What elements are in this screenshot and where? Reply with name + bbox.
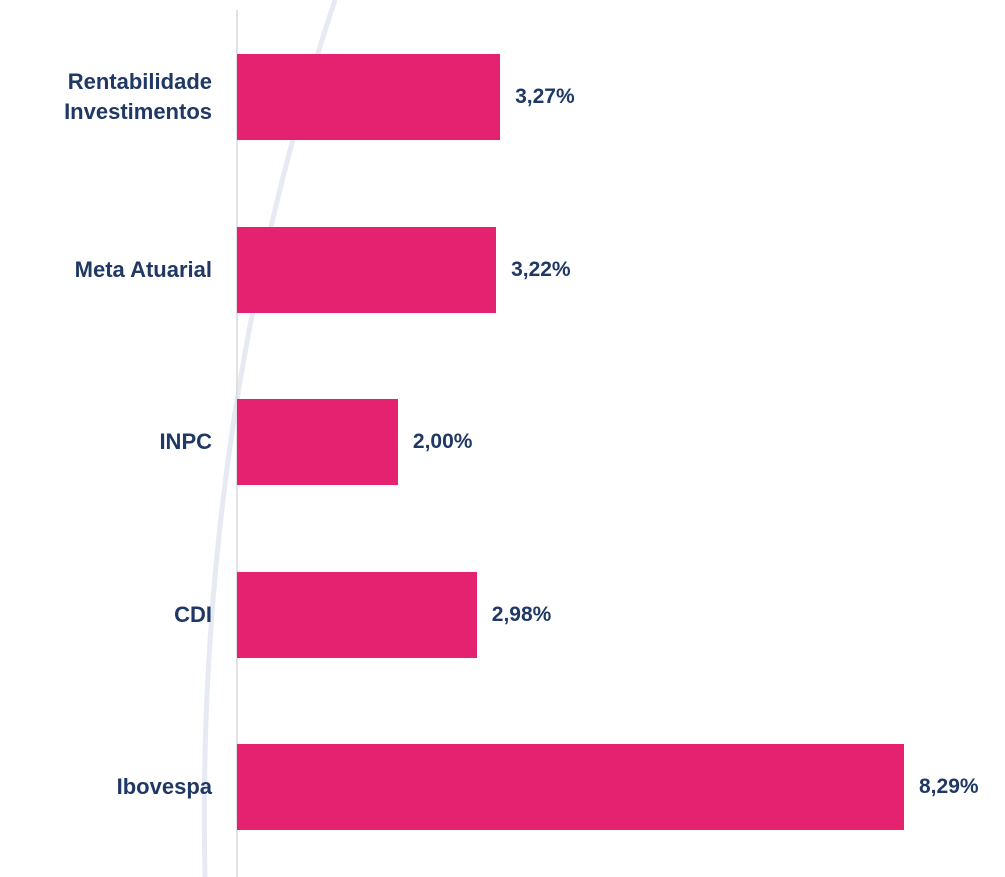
bar: [237, 226, 497, 313]
value-label: 2,98%: [491, 602, 552, 626]
bar: [237, 54, 501, 140]
value-label: 2,00%: [412, 430, 473, 453]
category-label: INPC: [159, 429, 212, 454]
category-label: CDI: [174, 601, 212, 627]
category-label: Ibovespa: [116, 774, 212, 799]
value-label: 8,29%: [919, 775, 979, 798]
bar: [237, 399, 398, 485]
value-label: 3,22%: [511, 257, 571, 281]
value-label: 3,27%: [515, 85, 575, 108]
category-label: Rentabilidade Investimentos: [64, 69, 212, 124]
bar: [237, 744, 904, 830]
category-label: Meta Atuarial: [74, 256, 212, 282]
bar: [237, 571, 477, 658]
